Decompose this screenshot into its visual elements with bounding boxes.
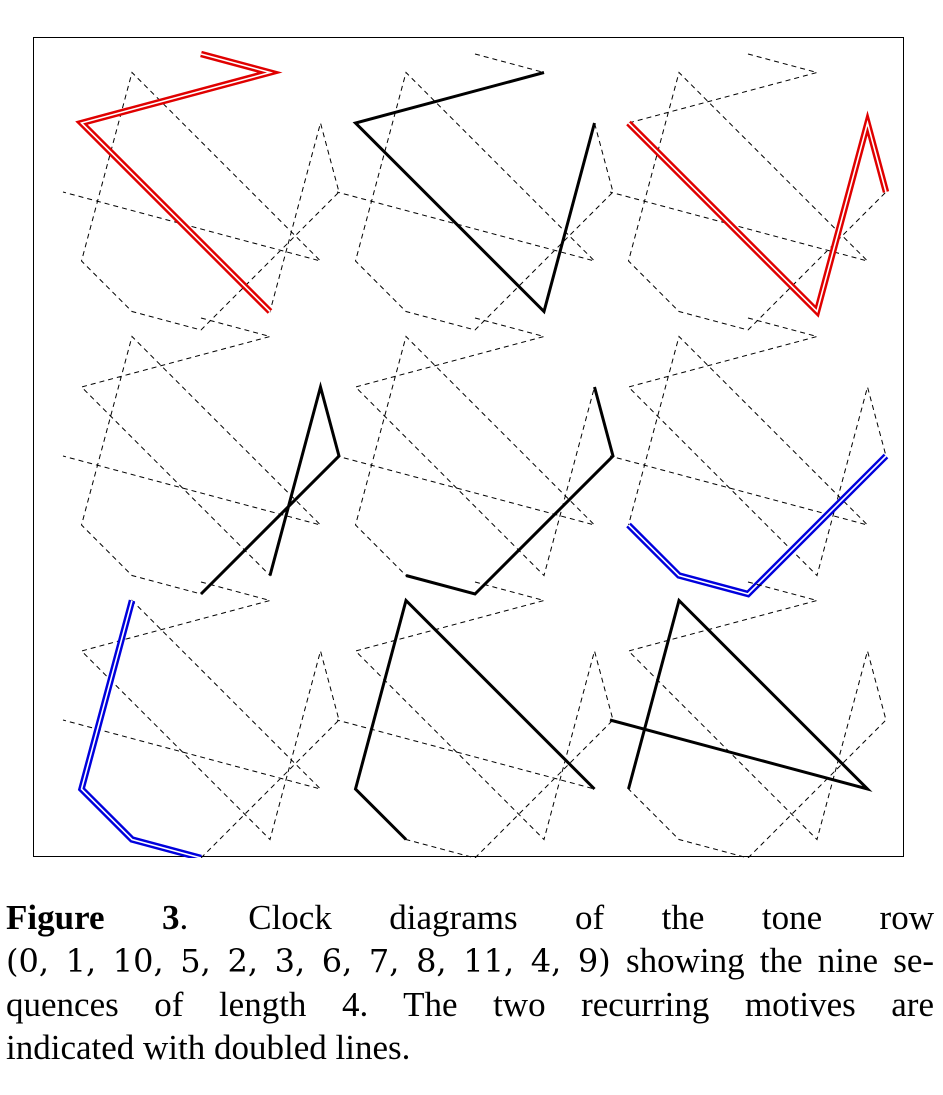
tone-row-dashed-path <box>609 581 887 858</box>
tone-row-dashed-path <box>609 53 887 331</box>
tone-row-dashed-path <box>62 581 340 858</box>
clock-diagrams <box>62 50 890 858</box>
clock-diagram-4 <box>62 317 341 596</box>
clock-diagram-3 <box>609 53 890 331</box>
tone-row-dashed-path <box>62 53 340 331</box>
caption-line-2: (0, 1, 10, 5, 2, 3, 6, 7, 8, 11, 4, 9) s… <box>6 939 934 983</box>
motive-double-line-inner <box>80 600 202 858</box>
clock-diagram-9 <box>609 581 887 858</box>
sequence-solid-line <box>353 597 596 841</box>
figure-label-punct: . <box>179 898 189 937</box>
clock-diagram-2 <box>336 53 614 331</box>
caption-text-1: Clock diagrams of the tone row <box>248 898 934 937</box>
caption-line-4: indicated with doubled lines. <box>6 1026 934 1069</box>
clock-diagram-6 <box>609 317 889 598</box>
motive-double-line-inner <box>79 53 274 313</box>
clock-diagram-8 <box>336 581 614 858</box>
clock-diagram-5 <box>336 317 615 596</box>
caption-text-3: quences of length 4. The two recurring m… <box>6 985 934 1024</box>
tone-row-dashed-path <box>336 317 614 595</box>
motive-double-line-inner <box>627 455 887 595</box>
caption-line-3: quences of length 4. The two recurring m… <box>6 983 934 1026</box>
figure-frame <box>33 37 904 858</box>
tone-row-math: (0, 1, 10, 5, 2, 3, 6, 7, 8, 11, 4, 9) <box>6 942 611 980</box>
sequence-solid-line <box>405 386 615 596</box>
motive-double-line-outer <box>626 453 889 598</box>
tone-row-dashed-path <box>336 53 614 331</box>
figure-label: Figure 3 <box>6 898 180 937</box>
caption-line-1: Figure 3. Clock diagrams of the tone row <box>6 896 934 939</box>
sequence-solid-line <box>199 381 341 596</box>
sequence-solid-line <box>609 597 873 792</box>
clock-diagram-1 <box>62 50 340 331</box>
tone-row-dashed-path <box>336 581 614 858</box>
clock-diagram-7 <box>62 581 340 858</box>
tone-row-dashed-path <box>62 317 340 595</box>
tone-row-dashed-path <box>609 317 887 595</box>
figure-caption: Figure 3. Clock diagrams of the tone row … <box>6 896 934 1069</box>
sequence-solid-line <box>352 71 596 315</box>
motive-double-line-outer <box>77 599 202 858</box>
caption-text-4: indicated with doubled lines. <box>6 1028 411 1067</box>
caption-text-2: showing the nine se- <box>625 941 935 980</box>
motive-double-line-inner <box>627 119 887 314</box>
